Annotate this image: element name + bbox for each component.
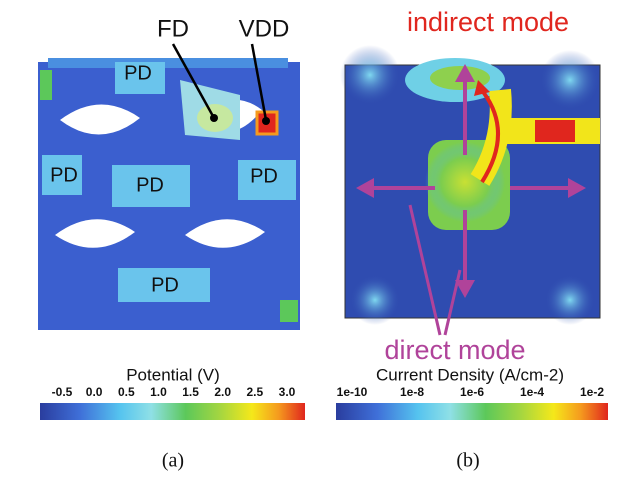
- colorbar: [40, 403, 305, 420]
- colorbar-tick-label: 2.0: [214, 385, 231, 399]
- label-vdd: VDD: [239, 15, 290, 42]
- label-pd: PD: [250, 165, 278, 187]
- colorbar-tick-label: 1e-10: [337, 385, 368, 399]
- colorbar-tick-label: 0.5: [118, 385, 135, 399]
- colorbar-title: Current Density (A/cm-2): [376, 365, 564, 384]
- annotation-indirect: indirect mode: [407, 7, 569, 37]
- caption: (b): [456, 450, 479, 472]
- colorbar-tick-label: 1.0: [150, 385, 167, 399]
- colorbar-tick-label: 1e-6: [460, 385, 484, 399]
- colorbar-tick-label: 0.0: [86, 385, 103, 399]
- label-pd: PD: [151, 274, 179, 296]
- annotation-direct: direct mode: [384, 335, 525, 365]
- caption: (a): [162, 450, 184, 472]
- colorbar-tick-label: 1e-2: [580, 385, 604, 399]
- label-pd: PD: [50, 164, 78, 186]
- colorbar-tick-label: 2.5: [247, 385, 264, 399]
- label-pd: PD: [124, 62, 152, 84]
- colorbar-tick-label: -0.5: [52, 385, 73, 399]
- colorbar-tick-label: 1e-8: [400, 385, 424, 399]
- colorbar-tick-label: 3.0: [279, 385, 296, 399]
- colorbar-ticks: 1e-10 1e-8 1e-6 1e-4 1e-2: [337, 385, 605, 399]
- colorbar-title: Potential (V): [126, 365, 220, 384]
- colorbar-tick-label: 1.5: [182, 385, 199, 399]
- colorbar-ticks: -0.5 0.0 0.5 1.0 1.5 2.0 2.5 3.0: [52, 385, 296, 399]
- label-pd: PD: [136, 174, 164, 196]
- colorbar-tick-label: 1e-4: [520, 385, 544, 399]
- colorbar: [336, 403, 608, 420]
- label-fd: FD: [157, 15, 189, 42]
- figure: FD VDD PD PD PD PD PD indirect mode dire…: [0, 0, 631, 488]
